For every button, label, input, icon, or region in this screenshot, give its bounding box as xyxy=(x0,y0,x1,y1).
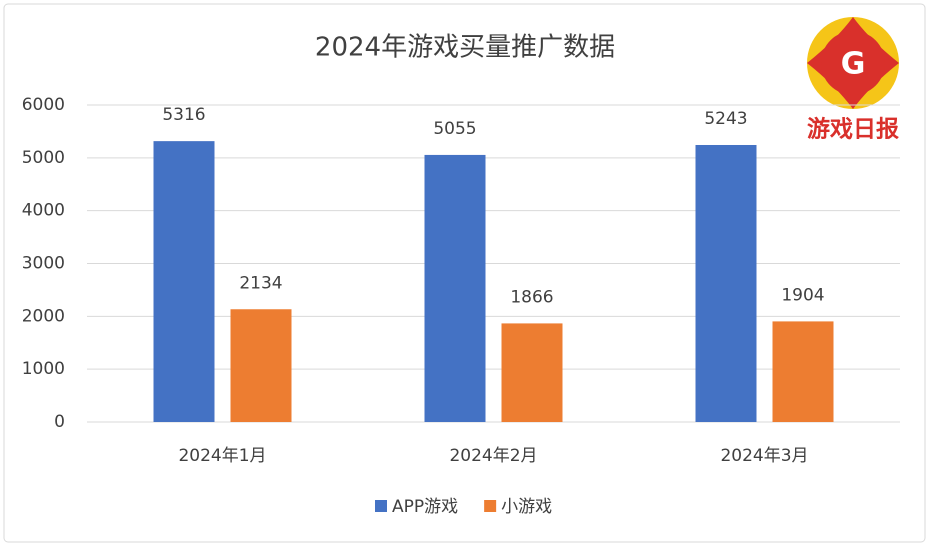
chart-title: 2024年游戏买量推广数据 xyxy=(315,33,615,63)
y-tick-label: 2000 xyxy=(22,306,65,326)
logo-letter: G xyxy=(841,47,866,82)
bar xyxy=(153,141,215,422)
y-tick-label: 5000 xyxy=(22,148,65,168)
legend-swatch xyxy=(375,500,387,512)
data-label: 5316 xyxy=(162,105,205,125)
data-label: 2134 xyxy=(239,273,282,293)
logo-core xyxy=(821,31,885,95)
y-tick-label: 1000 xyxy=(22,359,65,379)
legend-label: APP游戏 xyxy=(392,497,458,517)
y-tick-label: 3000 xyxy=(22,254,65,274)
data-label: 5243 xyxy=(704,109,747,129)
y-tick-label: 6000 xyxy=(22,95,65,115)
data-label: 1904 xyxy=(781,285,824,305)
bar xyxy=(772,321,834,422)
bar xyxy=(230,309,292,422)
y-tick-label: 4000 xyxy=(22,201,65,221)
legend-label: 小游戏 xyxy=(501,497,552,517)
y-tick-label: 0 xyxy=(54,412,65,432)
bar xyxy=(424,154,486,423)
bar xyxy=(695,144,757,423)
data-label: 1866 xyxy=(510,287,553,307)
logo-text: 游戏日报 xyxy=(807,116,899,143)
data-label: 5055 xyxy=(433,119,476,139)
bar xyxy=(501,323,563,422)
logo: G 游戏日报 xyxy=(807,17,899,143)
x-tick-label: 2024年3月 xyxy=(720,446,808,466)
x-tick-label: 2024年2月 xyxy=(449,446,537,466)
legend-swatch xyxy=(484,500,497,512)
x-tick-label: 2024年1月 xyxy=(178,446,266,466)
